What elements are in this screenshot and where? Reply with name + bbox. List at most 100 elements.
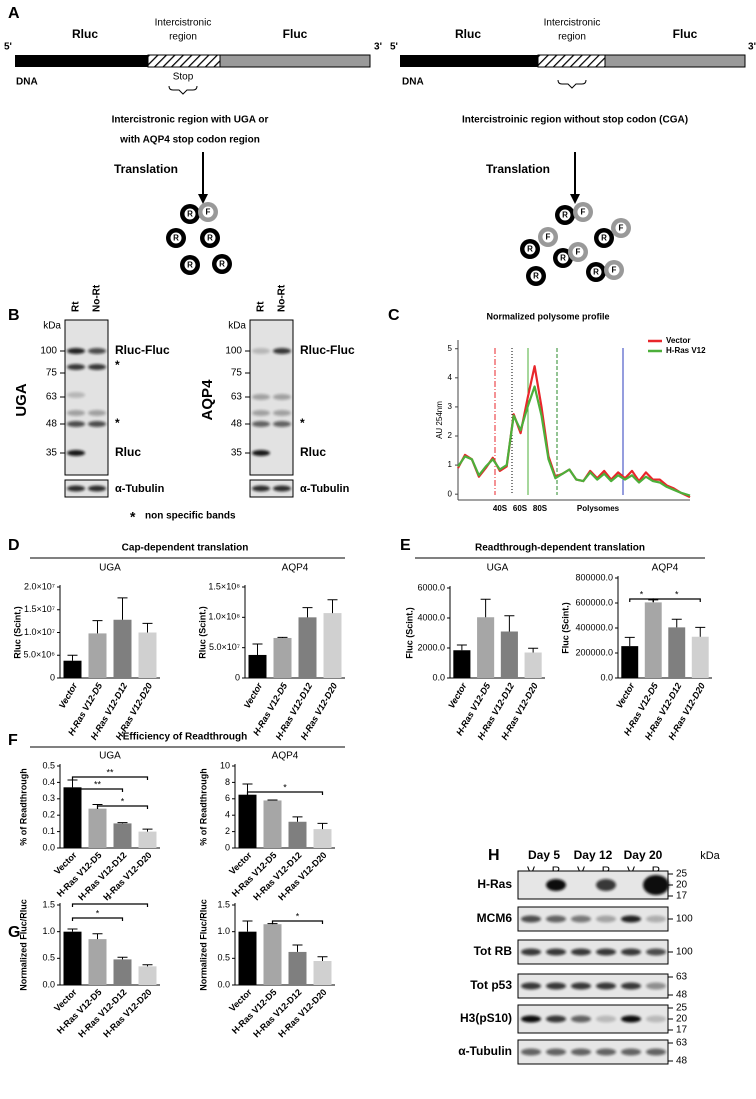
error-bar xyxy=(142,622,153,633)
ladder-label: 48 xyxy=(231,419,243,430)
bar xyxy=(668,627,686,678)
kda-label: kDa xyxy=(43,321,61,332)
y-tick-label: 2000.0 xyxy=(417,642,445,652)
region-label: Intercistronic xyxy=(544,18,601,29)
blot-band xyxy=(67,392,85,398)
blot-band xyxy=(252,348,270,354)
panel-letter: H xyxy=(488,847,500,864)
panel-letter: F xyxy=(8,732,18,749)
lane-label: Rt xyxy=(71,301,82,312)
panel-letter: A xyxy=(8,5,20,22)
x-tick-label: Vector xyxy=(614,681,637,710)
day-label: Day 12 xyxy=(574,848,613,862)
chart-title: Normalized polysome profile xyxy=(486,311,609,321)
y-tick-label: 5.0×10⁷ xyxy=(209,642,240,652)
y-tick-label: 5 xyxy=(448,344,453,353)
particle-core xyxy=(184,259,196,271)
bar xyxy=(323,613,342,678)
particle-label: R xyxy=(601,234,607,243)
blot-band xyxy=(546,879,566,891)
bar xyxy=(138,831,157,848)
particle-core xyxy=(184,208,196,220)
blot-band xyxy=(596,915,616,923)
significance-bracket xyxy=(246,791,324,795)
significance-label: * xyxy=(640,589,644,599)
error-bar xyxy=(671,618,682,628)
blot-membrane xyxy=(517,906,669,932)
fraction-label: 60S xyxy=(513,504,528,513)
y-tick-label: 8 xyxy=(225,777,230,787)
particle-label: R xyxy=(527,245,533,254)
fluc-segment xyxy=(219,54,371,68)
blot-band xyxy=(621,982,641,990)
y-tick-label: 0.5 xyxy=(42,953,55,963)
significance-label: ** xyxy=(94,779,102,789)
particle-label: R xyxy=(593,268,599,277)
blot-band xyxy=(521,982,541,990)
kda-label: kDa xyxy=(700,850,720,862)
rluc-label: Rluc xyxy=(455,27,481,41)
particle-core xyxy=(608,264,620,276)
loading-label: α-Tubulin xyxy=(300,483,350,495)
bar xyxy=(313,829,332,848)
bar xyxy=(113,619,132,678)
fluc-label: Fluc xyxy=(673,27,698,41)
particle-label: R xyxy=(173,234,179,243)
particle-core xyxy=(557,252,569,264)
error-bar xyxy=(317,956,328,961)
blot-band xyxy=(546,1015,566,1023)
y-axis-label: AU 254nm xyxy=(435,401,444,439)
error-bar xyxy=(242,920,253,932)
blot-band xyxy=(621,948,641,956)
particle-core xyxy=(559,209,571,221)
five-prime: 5' xyxy=(390,42,398,53)
brace xyxy=(168,85,198,95)
error-bar xyxy=(504,615,515,632)
blot-band xyxy=(88,485,106,492)
bar xyxy=(88,939,107,985)
particle-core xyxy=(524,243,536,255)
error-bar xyxy=(117,597,128,620)
loading-label: α-Tubulin xyxy=(115,483,165,495)
error-bar xyxy=(142,964,153,967)
lane-label: No-Rt xyxy=(277,284,288,312)
blot-band xyxy=(521,1015,541,1023)
error-bar xyxy=(277,636,288,638)
blot-band xyxy=(596,948,616,956)
particle-core xyxy=(204,232,216,244)
error-bar xyxy=(528,647,539,653)
y-tick-label: 2 xyxy=(225,826,230,836)
y-tick-label: 0 xyxy=(50,672,55,682)
error-bar xyxy=(317,822,328,830)
ladder-label: 63 xyxy=(46,392,58,403)
bar xyxy=(88,808,107,848)
blot-membrane xyxy=(517,1039,669,1065)
bar xyxy=(113,959,132,985)
marker-label: 25 xyxy=(676,869,688,880)
marker-label: 48 xyxy=(676,990,688,1001)
error-bar xyxy=(292,816,303,822)
y-tick-label: 0.0 xyxy=(42,842,55,852)
marker-label: 20 xyxy=(676,880,688,891)
band-label: * xyxy=(300,416,305,430)
bar xyxy=(138,966,157,985)
y-tick-label: 6 xyxy=(225,793,230,803)
y-tick-label: 5.0×10⁶ xyxy=(24,650,56,660)
y-tick-label: 0.5 xyxy=(42,760,55,770)
marker-label: 25 xyxy=(676,1003,688,1014)
panel-letter: B xyxy=(8,307,20,324)
significance-label: * xyxy=(296,911,300,921)
bar xyxy=(477,617,495,678)
y-tick-label: 10 xyxy=(220,760,230,770)
marker-label: 48 xyxy=(676,1056,688,1067)
band-label: * xyxy=(115,358,120,372)
row-label: H3(pS10) xyxy=(460,1011,512,1025)
y-tick-label: 0.0 xyxy=(600,672,613,682)
rluc-segment xyxy=(15,55,148,67)
row-label: MCM6 xyxy=(477,911,513,925)
marker-label: 100 xyxy=(676,947,693,958)
marker-label: 17 xyxy=(676,1025,688,1036)
particle-core xyxy=(170,232,182,244)
significance-bracket xyxy=(71,788,124,792)
blot-band xyxy=(621,915,641,923)
